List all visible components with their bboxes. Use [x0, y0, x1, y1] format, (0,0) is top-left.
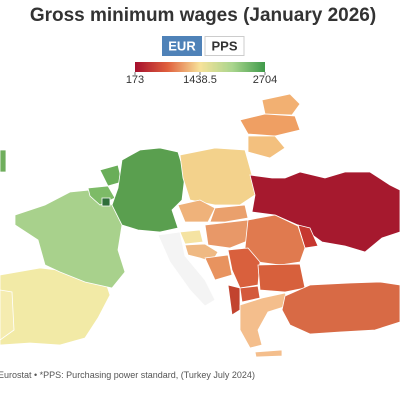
country-north-macedonia [239, 285, 261, 303]
toggle-button[interactable] [204, 36, 245, 56]
country-poland [179, 147, 256, 206]
legend: 173 1438.5 2704 [126, 62, 277, 86]
legend-label: 1438.5 [183, 74, 217, 86]
country-serbia [227, 247, 261, 289]
country-portugal [0, 289, 15, 341]
country-latvia [239, 113, 301, 137]
country-lithuania [247, 135, 286, 159]
country-estonia [261, 93, 301, 116]
currency-toggle: EUR PPS [162, 36, 245, 56]
country-bulgaria [257, 263, 306, 293]
country-hungary [204, 219, 251, 249]
toggle-label: EUR [168, 38, 196, 53]
country-czechia [177, 199, 216, 223]
country-italy [157, 231, 216, 307]
country-crete [254, 349, 283, 358]
country-slovenia [179, 229, 204, 245]
toggle-label: PPS [211, 38, 237, 53]
country-luxembourg [101, 197, 111, 207]
source-note: Eurostat • *PPS: Purchasing power standa… [0, 370, 255, 380]
toggle-button-active[interactable] [162, 36, 202, 56]
legend-label: 173 [126, 74, 144, 86]
title: Gross minimum wages (January 2026) [30, 5, 376, 26]
legend-label: 2704 [253, 74, 277, 86]
map [0, 93, 400, 358]
country-bosnia [204, 254, 233, 281]
country-slovakia [209, 204, 249, 223]
country-greece [239, 292, 291, 349]
country-france [14, 189, 126, 289]
legend-gradient [135, 62, 265, 72]
country-ireland [0, 149, 7, 173]
country-turkey [281, 281, 400, 335]
country-germany [111, 147, 186, 233]
